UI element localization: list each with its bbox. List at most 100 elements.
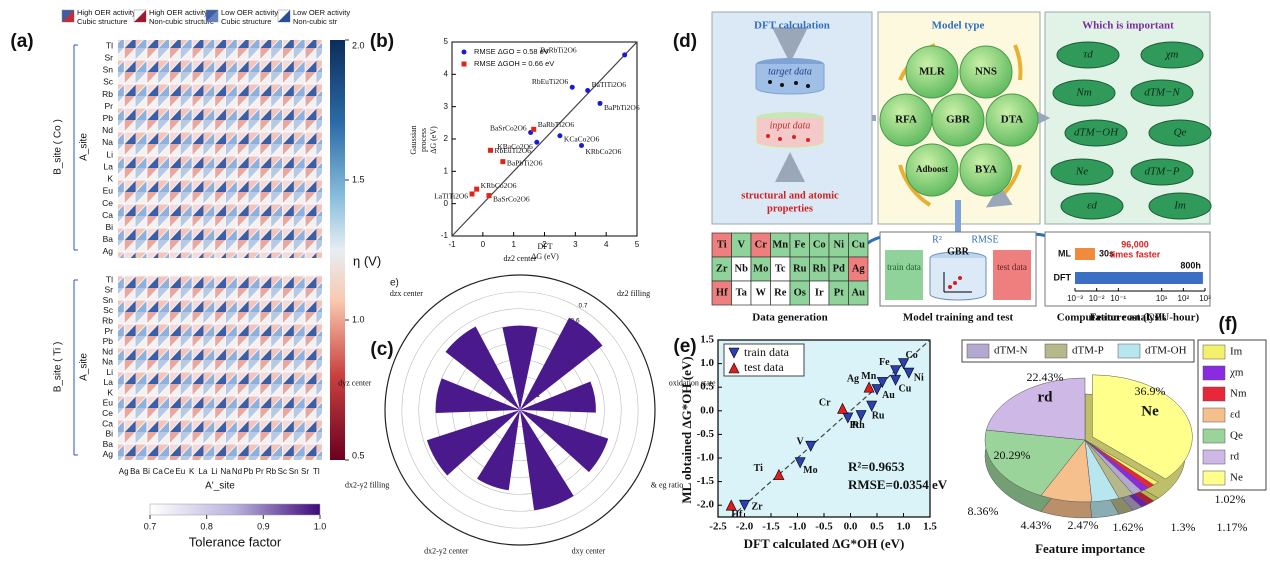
dots [948, 276, 962, 289]
x-axis-label: ΔG (eV) [531, 252, 559, 261]
point-label: BaRbTi2O6 [540, 46, 577, 55]
element-label: Pd [833, 263, 845, 274]
row-label: Ce [102, 408, 113, 418]
x-label: Pb [243, 467, 253, 476]
legend-swatch [1202, 428, 1226, 444]
x-tick-label: 10⁻³ [1067, 294, 1083, 303]
category-label: dyz center [338, 379, 371, 388]
value-label: 1.3% [1171, 520, 1196, 534]
bracket [73, 44, 78, 456]
row-label: Sc [103, 305, 114, 315]
colorbar-tick-label: 0.5 [352, 450, 365, 460]
x-label: Sc [278, 467, 287, 476]
colorbar-tick-label: 0.8 [200, 521, 213, 531]
panel-caption: Data generation [752, 312, 827, 324]
point [622, 52, 628, 58]
element-label: V [737, 239, 745, 250]
petal [426, 410, 520, 476]
y-tick-label: 0.0 [700, 404, 714, 416]
feature-label: Nm [1075, 87, 1091, 99]
point [488, 147, 494, 153]
x-label: K [189, 467, 195, 476]
heatmap-co [118, 40, 322, 258]
legend-label: High OER activity [149, 8, 208, 17]
point-label: KBaCo2O6 [497, 142, 533, 151]
x-label: Li [211, 467, 217, 476]
row-label: K [107, 387, 113, 397]
legend-label: Cubic structure [77, 17, 127, 26]
x-tick-label: 0.0 [844, 521, 858, 533]
y-axis-label: ΔG (eV) [429, 126, 438, 154]
point [531, 126, 537, 132]
petal [520, 410, 609, 473]
legend-label: Low OER activity [293, 8, 350, 17]
row-label: Tl [106, 40, 113, 50]
mini-axes [943, 272, 972, 293]
cylinder [929, 258, 987, 301]
row-label: Bi [105, 429, 113, 439]
legend-marker [461, 61, 467, 67]
legend-swatch [1202, 386, 1226, 402]
point [486, 193, 492, 199]
legend-label: Cubic structure [221, 17, 271, 26]
x-tick-label: -1 [448, 240, 456, 249]
x-label: Eu [175, 467, 185, 476]
panel-caption: Computation cost (CPU-hour) [1057, 312, 1200, 324]
element-label: Nb [735, 263, 749, 274]
x-label: Ca [153, 467, 164, 476]
x-tick-label: 1.0 [897, 521, 911, 533]
element-cell [848, 280, 869, 306]
value-label: 22.43% [1027, 370, 1064, 384]
point-label: BaSrCo2O6 [493, 194, 530, 203]
point-label: Cu [899, 383, 912, 394]
value-label: 1.62% [1113, 520, 1144, 534]
feature-ellipse [1148, 192, 1212, 220]
element-label: Ta [736, 287, 748, 298]
row-label: Eu [103, 398, 114, 408]
category-label: dz2 center [503, 254, 536, 263]
y-axis-label: process [419, 128, 428, 152]
rmse-label: RMSE [971, 234, 998, 245]
y-axis-label: ML obtained ΔG*OH (eV) [679, 356, 694, 503]
x-tick-label: -2.0 [736, 521, 754, 533]
x-tick-label: 10⁻² [1089, 294, 1105, 303]
element-label: Cr [755, 239, 768, 250]
feature-label: τd [1083, 49, 1093, 61]
category-label: dx2-y2 center [424, 547, 469, 556]
legend-swatch [1117, 343, 1141, 359]
row-label: Tl [106, 274, 113, 284]
point-label: Zr [752, 501, 764, 512]
point-label: BaPbTi2O6 [507, 158, 543, 167]
x-tick-label: -0.5 [815, 521, 833, 533]
row-label: Pr [105, 326, 114, 336]
y-tick-label: 1.0 [700, 357, 714, 369]
petal [520, 381, 596, 413]
y-tick-label: -1.0 [697, 452, 715, 464]
petal [445, 326, 520, 410]
diagonal [451, 41, 638, 237]
x-label: Pr [256, 467, 264, 476]
point-label: V [797, 436, 805, 447]
legend-label: High OER activity [77, 8, 136, 17]
feature-ellipse [1140, 41, 1204, 69]
colorbar-label: Tolerance factor [189, 534, 282, 549]
legend-label: Qe [1230, 430, 1243, 442]
block-label: B_site ( Ti ) [53, 342, 64, 393]
point-label: Ni [914, 372, 924, 383]
point [842, 412, 854, 424]
y-tick-label: -0.5 [697, 428, 715, 440]
point [855, 410, 867, 422]
point [773, 468, 785, 480]
cylinder-label: target data [768, 66, 812, 77]
row-label: La [104, 377, 114, 387]
element-label: Au [852, 287, 866, 298]
legend-label: Nm [1230, 388, 1247, 400]
legend-marker [461, 49, 467, 55]
legend-label: dTM-P [1072, 345, 1104, 357]
x-tick-label: 3 [573, 240, 578, 249]
x-tick-label: 5 [635, 240, 640, 249]
element-label: Os [794, 287, 806, 298]
x-tick-label: -1.5 [762, 521, 780, 533]
legend-swatch [206, 10, 218, 22]
legend-label: Non-cubic structure [149, 17, 214, 26]
